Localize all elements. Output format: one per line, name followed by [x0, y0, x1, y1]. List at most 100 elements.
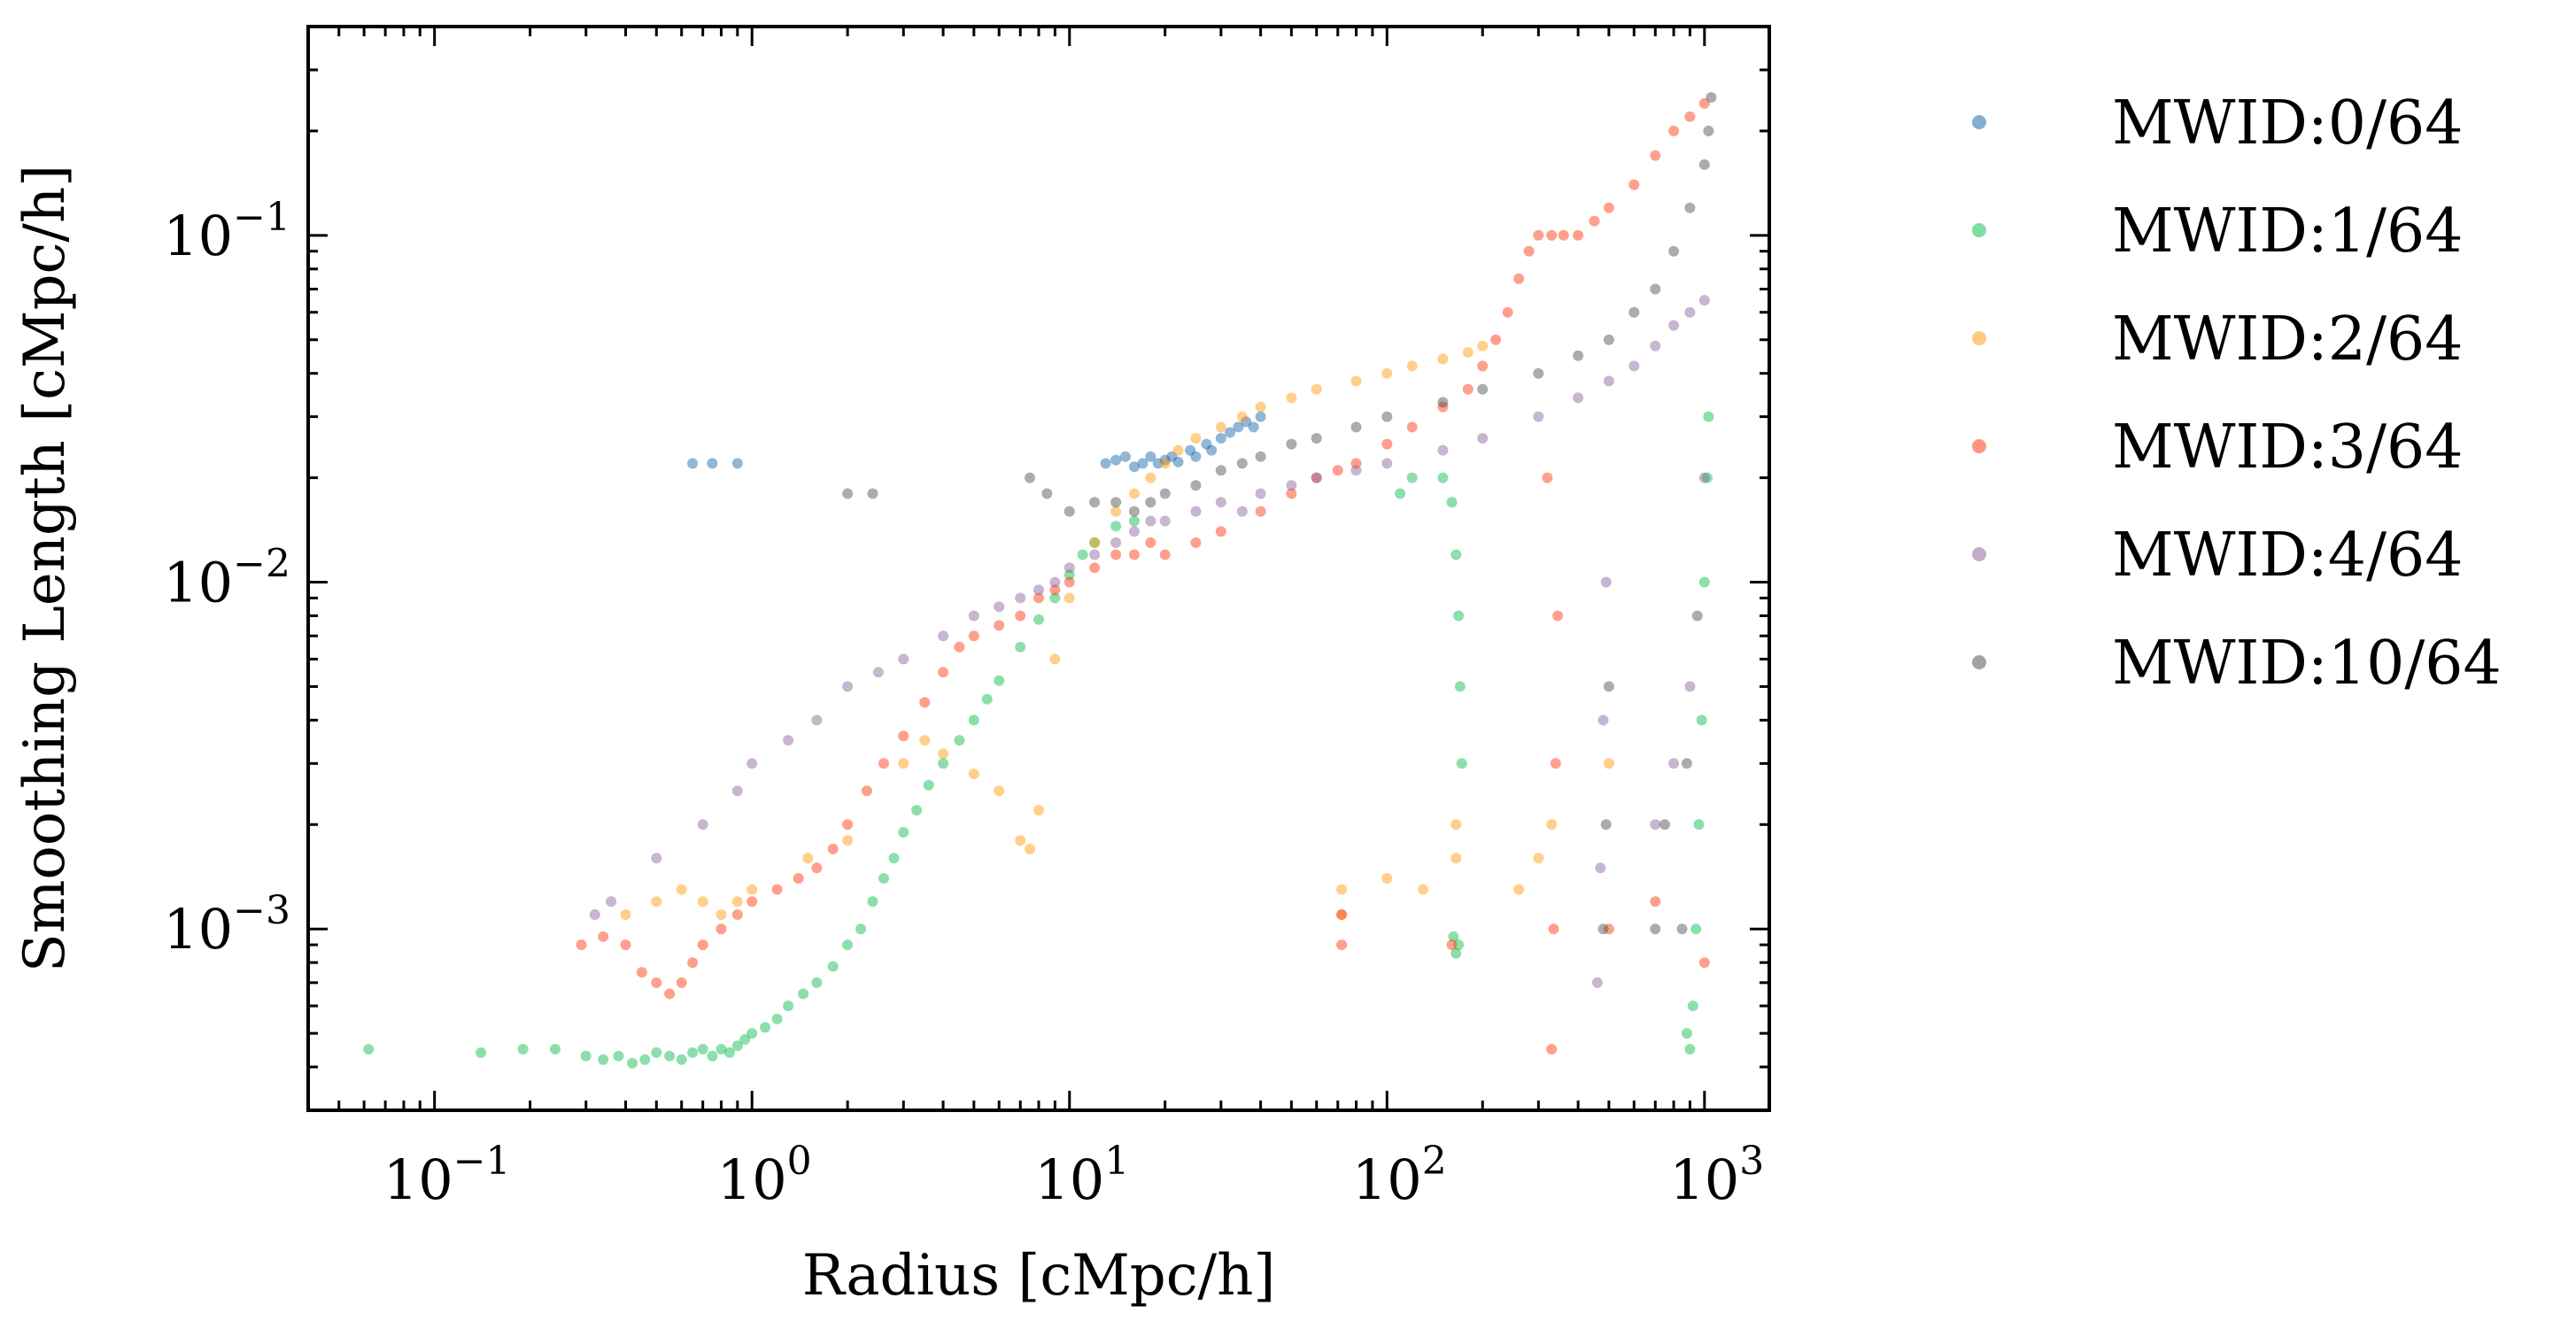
data-point [687, 957, 699, 969]
data-point [898, 653, 909, 665]
data-point [994, 601, 1005, 613]
data-point [1049, 576, 1061, 588]
data-point [651, 853, 662, 864]
ticks-layer: 10−1 100 101 102 103 10−3 10−2 10−1 [163, 25, 1769, 1212]
data-point [739, 1034, 751, 1045]
data-point [798, 988, 809, 1000]
data-point [1650, 896, 1661, 908]
data-point [1206, 444, 1218, 456]
data-point [1573, 229, 1584, 241]
data-point [697, 1044, 708, 1054]
data-point [1224, 427, 1235, 438]
data-point [1668, 245, 1680, 257]
data-point [867, 488, 878, 499]
data-point [878, 758, 889, 769]
data-point [636, 967, 647, 978]
data-point [1172, 444, 1184, 456]
data-point [1128, 526, 1140, 537]
data-point [1595, 862, 1606, 874]
data-point [1350, 421, 1362, 433]
data-point [664, 1050, 676, 1062]
data-point [1502, 306, 1513, 318]
data-point [1381, 411, 1393, 422]
data-point [1558, 229, 1569, 241]
data-point [476, 1047, 487, 1058]
data-point [1462, 346, 1474, 358]
data-point [580, 1050, 592, 1062]
data-point [1437, 472, 1449, 483]
data-point [793, 873, 804, 884]
data-point [898, 730, 909, 742]
data-point [1159, 515, 1171, 527]
data-point [1089, 497, 1101, 508]
data-point [620, 909, 631, 920]
data-point [589, 909, 600, 920]
data-point [827, 961, 839, 972]
data-point [1477, 383, 1489, 395]
data-point [1542, 472, 1553, 483]
data-point [1064, 592, 1075, 604]
legend-label: MWID:2/64 [2112, 305, 2464, 375]
data-point [1591, 977, 1603, 988]
data-point [1190, 451, 1202, 462]
data-point [1650, 923, 1661, 935]
data-point [1159, 549, 1171, 560]
data-point [1650, 819, 1661, 830]
data-point [1698, 472, 1710, 483]
data-point [938, 748, 949, 760]
data-point [1110, 549, 1122, 560]
y-axis-label: Smoothing Length [cMpc/h] [12, 165, 78, 972]
data-point [1696, 715, 1707, 726]
data-point [994, 620, 1005, 631]
data-point [1701, 472, 1713, 483]
legend-item: MWID:3/64 [1972, 413, 2464, 483]
data-point [1215, 465, 1226, 476]
data-point [1650, 150, 1661, 161]
data-point [363, 1044, 375, 1054]
data-point [1159, 454, 1171, 466]
data-point [855, 923, 866, 935]
data-point [687, 1047, 699, 1058]
series-1 [363, 411, 1714, 1069]
data-point [898, 758, 909, 769]
x-tick-label: 10−1 [383, 1139, 511, 1212]
data-point [1049, 592, 1061, 604]
data-point [1215, 421, 1226, 433]
legend-item: MWID:1/64 [1972, 197, 2464, 267]
data-point [1668, 758, 1680, 769]
data-point [716, 923, 727, 935]
data-point [1603, 681, 1614, 692]
data-point [1600, 576, 1612, 588]
data-point [1236, 411, 1248, 422]
data-point [1490, 334, 1502, 345]
data-point [994, 785, 1005, 797]
data-point [1477, 433, 1489, 444]
data-point [1145, 472, 1156, 483]
data-point [1603, 202, 1614, 213]
data-point [1650, 340, 1661, 351]
y-tick-label: 10−3 [163, 888, 290, 962]
data-point [827, 843, 839, 854]
data-point [1533, 411, 1544, 422]
data-point [1681, 1028, 1692, 1039]
legend-marker [1972, 331, 1986, 345]
data-point [1450, 819, 1462, 830]
data-point [842, 819, 854, 830]
legend-marker [1972, 223, 1986, 237]
legend-item: MWID:2/64 [1972, 305, 2464, 375]
data-point [707, 1050, 718, 1062]
data-point [1681, 758, 1692, 769]
data-point [1533, 853, 1544, 864]
data-point [1453, 939, 1465, 951]
data-point [1286, 392, 1297, 404]
data-point [1676, 923, 1688, 935]
data-point [1573, 392, 1584, 404]
data-point [1185, 444, 1196, 456]
data-point [1172, 456, 1184, 467]
data-point [898, 827, 909, 838]
data-point [1454, 681, 1466, 692]
data-point [1049, 584, 1061, 596]
data-point [1311, 472, 1322, 483]
data-point [811, 862, 823, 874]
data-point [1546, 1044, 1558, 1054]
